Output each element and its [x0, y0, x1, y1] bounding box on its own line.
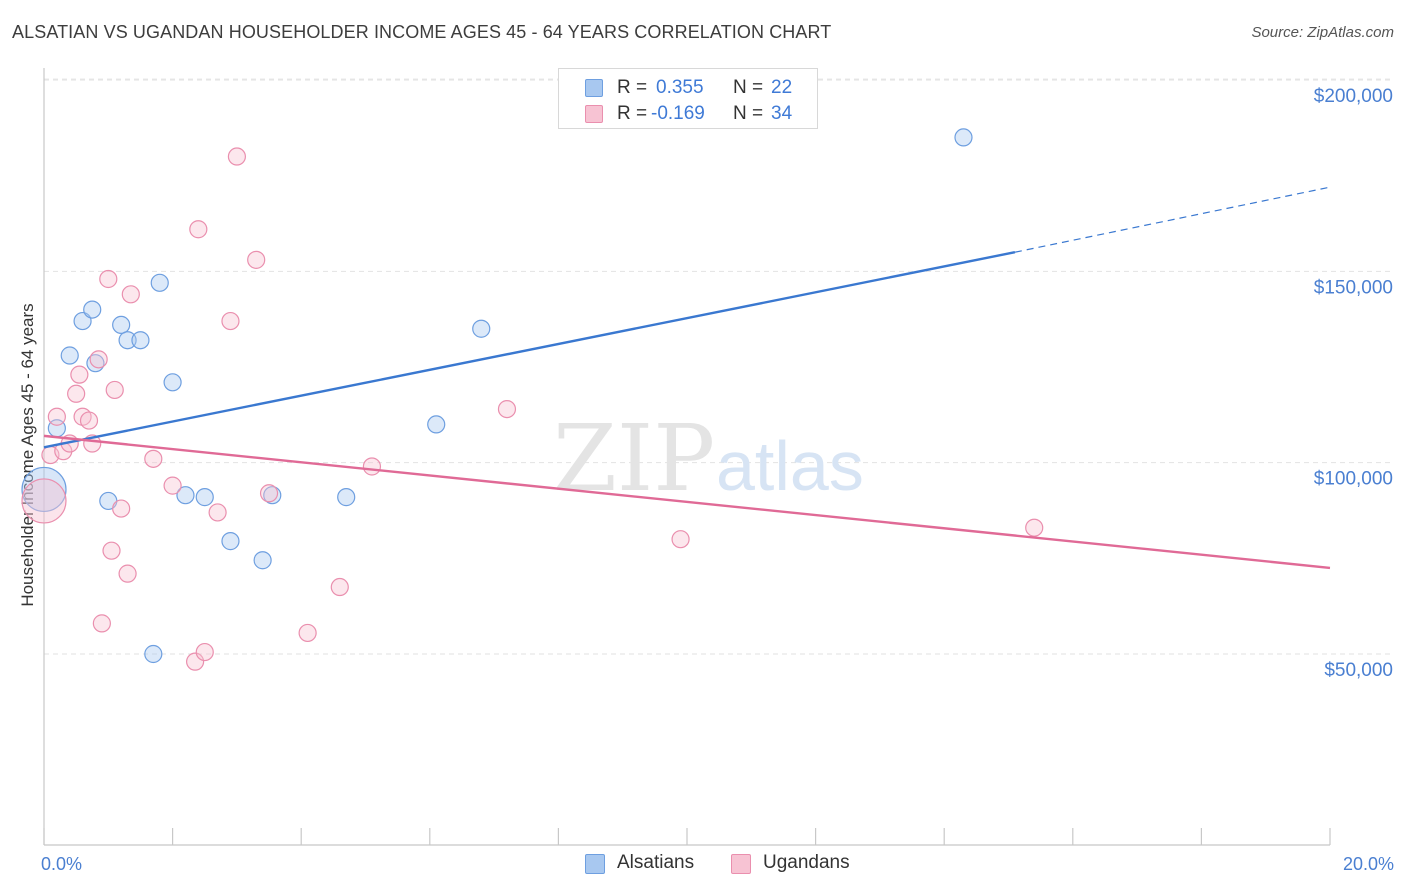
data-point-alsatians: [163, 373, 182, 392]
data-point-alsatians: [337, 488, 356, 507]
y-axis-ticks: $50,000 $100,000 $150,000 $200,000: [1314, 86, 1393, 681]
watermark-atlas: atlas: [716, 427, 864, 505]
trend-lines: [43, 186, 1331, 570]
data-points: [21, 128, 1044, 671]
data-point-ugandans: [121, 285, 140, 304]
x-tick-label: 20.0%: [1343, 854, 1394, 874]
data-point-alsatians: [472, 319, 491, 338]
data-point-ugandans: [67, 384, 86, 403]
data-point-ugandans: [227, 147, 246, 166]
ugandans-legend-swatch: [731, 854, 751, 874]
r-value: -0.169: [651, 103, 705, 124]
data-point-alsatians: [131, 331, 150, 350]
x-axis-ticks: 0.0% 20.0%: [41, 828, 1394, 874]
data-point-alsatians: [144, 644, 163, 664]
watermark-zip: ZIP: [553, 405, 715, 512]
data-point-ugandans: [70, 365, 89, 384]
alsatians-legend-swatch: [585, 854, 605, 874]
y-tick-label: $150,000: [1314, 277, 1393, 298]
source-credit: Source: ZipAtlas.com: [1251, 24, 1394, 41]
data-point-ugandans: [298, 623, 317, 643]
data-point-ugandans: [79, 411, 99, 430]
data-point-ugandans: [99, 269, 118, 289]
data-point-ugandans: [112, 499, 131, 518]
data-point-alsatians: [195, 488, 214, 507]
data-point-alsatians: [221, 532, 240, 551]
trend-extension-alsatians: [1014, 186, 1331, 253]
data-point-alsatians: [83, 300, 102, 319]
series-legend: Alsatians Ugandans: [0, 851, 1406, 877]
data-point-alsatians: [954, 128, 973, 147]
data-point-ugandans: [21, 478, 67, 524]
data-point-ugandans: [163, 476, 182, 495]
data-point-ugandans: [247, 250, 266, 269]
data-point-alsatians: [263, 486, 282, 505]
data-point-ugandans: [144, 449, 163, 468]
watermark: ZIP atlas: [553, 405, 864, 512]
chart-title: ALSATIAN VS UGANDAN HOUSEHOLDER INCOME A…: [12, 22, 832, 42]
data-point-ugandans: [362, 457, 382, 476]
data-point-alsatians: [118, 331, 137, 350]
y-tick-label: $100,000: [1314, 469, 1393, 490]
data-point-alsatians: [427, 415, 446, 434]
n-label: N =: [733, 103, 764, 124]
data-point-ugandans: [47, 407, 66, 426]
data-point-ugandans: [195, 642, 214, 662]
data-point-ugandans: [1025, 518, 1044, 537]
data-point-ugandans: [189, 220, 208, 239]
r-value: 0.355: [656, 77, 704, 98]
data-point-ugandans: [186, 652, 205, 671]
r-label: R =: [617, 103, 648, 124]
data-point-ugandans: [92, 614, 111, 633]
data-point-ugandans: [118, 564, 137, 583]
gridlines: [44, 78, 1394, 655]
trend-line-alsatians: [43, 251, 1016, 449]
stats-legend: R = 0.355 N = 22 R = -0.169 N = 34: [558, 68, 818, 129]
data-point-ugandans: [221, 311, 240, 331]
x-tick-label: 0.0%: [41, 854, 82, 874]
data-point-alsatians: [112, 315, 131, 335]
data-point-alsatians: [60, 346, 79, 365]
n-value: 22: [771, 77, 793, 98]
data-point-alsatians: [253, 551, 272, 570]
n-value: 34: [771, 103, 793, 124]
data-point-ugandans: [259, 484, 279, 503]
data-point-alsatians: [176, 486, 195, 505]
data-point-ugandans: [102, 541, 121, 560]
data-point-ugandans: [671, 530, 690, 549]
legend-label: Ugandans: [763, 852, 850, 873]
data-point-ugandans: [208, 503, 227, 522]
data-point-ugandans: [497, 399, 517, 419]
legend-label: Alsatians: [617, 852, 695, 873]
y-tick-label: $50,000: [1324, 660, 1393, 681]
data-point-alsatians: [21, 466, 67, 513]
data-point-ugandans: [89, 350, 108, 369]
y-tick-label: $200,000: [1314, 86, 1393, 107]
data-point-alsatians: [150, 273, 169, 292]
n-label: N =: [733, 77, 764, 98]
r-label: R =: [617, 77, 648, 98]
data-point-ugandans: [105, 380, 124, 400]
trend-line-ugandans: [43, 434, 1331, 570]
data-point-ugandans: [330, 577, 349, 597]
alsatians-swatch: [585, 79, 603, 97]
ugandans-swatch: [585, 105, 603, 123]
